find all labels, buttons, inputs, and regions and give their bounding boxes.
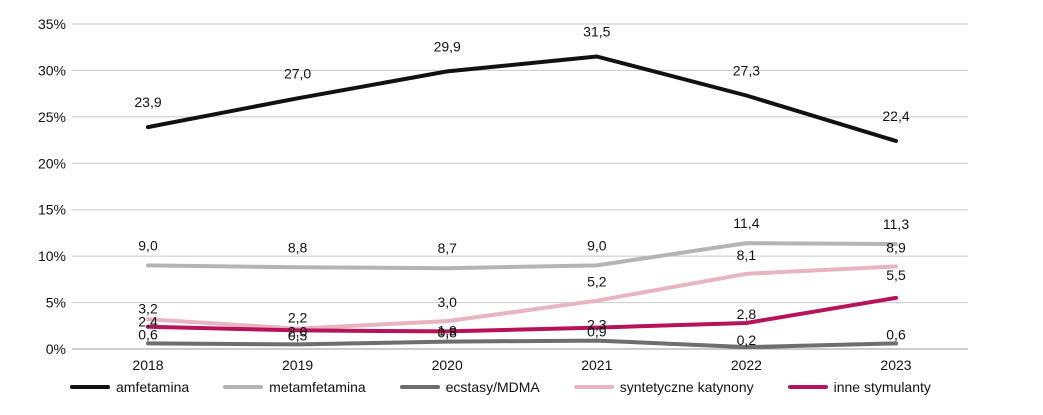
line-chart: 0%5%10%15%20%25%30%35% 2018 2019 2020 2021 2…	[38, 16, 968, 370]
data-label: 8,1	[737, 247, 757, 263]
data-labels: 23,9 27,0 29,9 31,5 27,3 22,4 9,0 8,8 8,7 9,0 11,4…	[134, 24, 909, 349]
data-label: 27,3	[733, 63, 760, 79]
y-tick-label: 10%	[38, 248, 66, 264]
data-label: 0,6	[886, 326, 906, 342]
legend-swatch	[399, 385, 440, 389]
series-line-syntetyczne-katynony	[146, 264, 898, 331]
legend-label: amfetamina	[116, 379, 190, 395]
data-label: 9,0	[138, 237, 158, 253]
legend: amfetamina metamfetamina ecstasy/MDMA synte…	[70, 376, 965, 398]
legend-swatch	[70, 385, 110, 389]
data-label: 11,3	[883, 216, 909, 232]
x-tick-label: 2019	[282, 357, 313, 370]
legend-swatch	[787, 385, 828, 389]
series-line-amfetamina	[146, 54, 898, 143]
data-label: 0,8	[437, 325, 457, 341]
data-label: 5,2	[587, 274, 607, 290]
y-tick-label: 30%	[38, 62, 66, 78]
data-label: 5,5	[886, 267, 906, 283]
x-tick-label: 2023	[880, 357, 911, 370]
legend-label: syntetyczne katynony	[619, 379, 754, 395]
series-line-inne-stymulanty	[146, 295, 898, 334]
series-line-ecstasy-mdma	[146, 338, 898, 350]
y-tick-label: 20%	[38, 155, 66, 171]
legend-swatch	[223, 385, 264, 389]
data-label: 8,7	[437, 240, 457, 256]
y-tick-label: 0%	[46, 341, 66, 357]
data-label: 9,0	[587, 237, 607, 253]
data-label: 31,5	[583, 24, 610, 40]
legend-item: metamfetamina	[223, 379, 366, 395]
legend-item: syntetyczne katynony	[573, 379, 754, 395]
data-label: 2,3	[587, 317, 607, 333]
data-label: 27,0	[284, 65, 311, 81]
data-label: 3,0	[437, 294, 457, 310]
legend-item: ecstasy/MDMA	[399, 379, 540, 395]
legend-item: amfetamina	[70, 379, 189, 395]
series-lines	[146, 54, 898, 350]
data-label: 0,9	[587, 324, 607, 340]
y-tick-label: 35%	[38, 16, 66, 32]
x-axis-ticks: 2018 2019 2020 2021 2022 2023	[132, 357, 911, 370]
data-label: 2,0	[288, 323, 308, 339]
x-tick-label: 2018	[132, 357, 163, 370]
data-label: 1,9	[437, 322, 457, 338]
data-label: 0,6	[138, 326, 158, 342]
data-label: 22,4	[882, 108, 909, 124]
x-tick-label: 2020	[432, 357, 463, 370]
data-label: 29,9	[434, 38, 461, 54]
series-line-metamfetamina	[146, 241, 898, 271]
legend-label: metamfetamina	[269, 379, 366, 395]
legend-label: ecstasy/MDMA	[445, 379, 540, 395]
data-label: 3,2	[138, 300, 158, 316]
legend-item: inne stymulanty	[787, 379, 931, 395]
data-label: 2,4	[138, 314, 158, 330]
x-tick-label: 2021	[581, 357, 612, 370]
data-label: 2,8	[737, 306, 757, 322]
y-tick-label: 15%	[38, 202, 66, 218]
x-tick-label: 2022	[731, 357, 762, 370]
legend-label: inne stymulanty	[833, 379, 931, 395]
data-label: 8,9	[886, 239, 906, 255]
y-tick-label: 5%	[46, 295, 66, 311]
y-axis-ticks: 0% 5% 10% 15% 20% 25% 30% 35%	[38, 16, 66, 357]
gridlines	[72, 23, 968, 350]
data-label: 0,5	[288, 327, 308, 343]
legend-swatch	[573, 385, 614, 389]
data-label: 23,9	[134, 94, 161, 110]
data-label: 8,8	[288, 239, 308, 255]
y-tick-label: 25%	[38, 109, 66, 125]
data-label: 2,2	[288, 310, 308, 326]
data-label: 0,2	[737, 332, 757, 348]
data-label: 11,4	[733, 215, 759, 231]
